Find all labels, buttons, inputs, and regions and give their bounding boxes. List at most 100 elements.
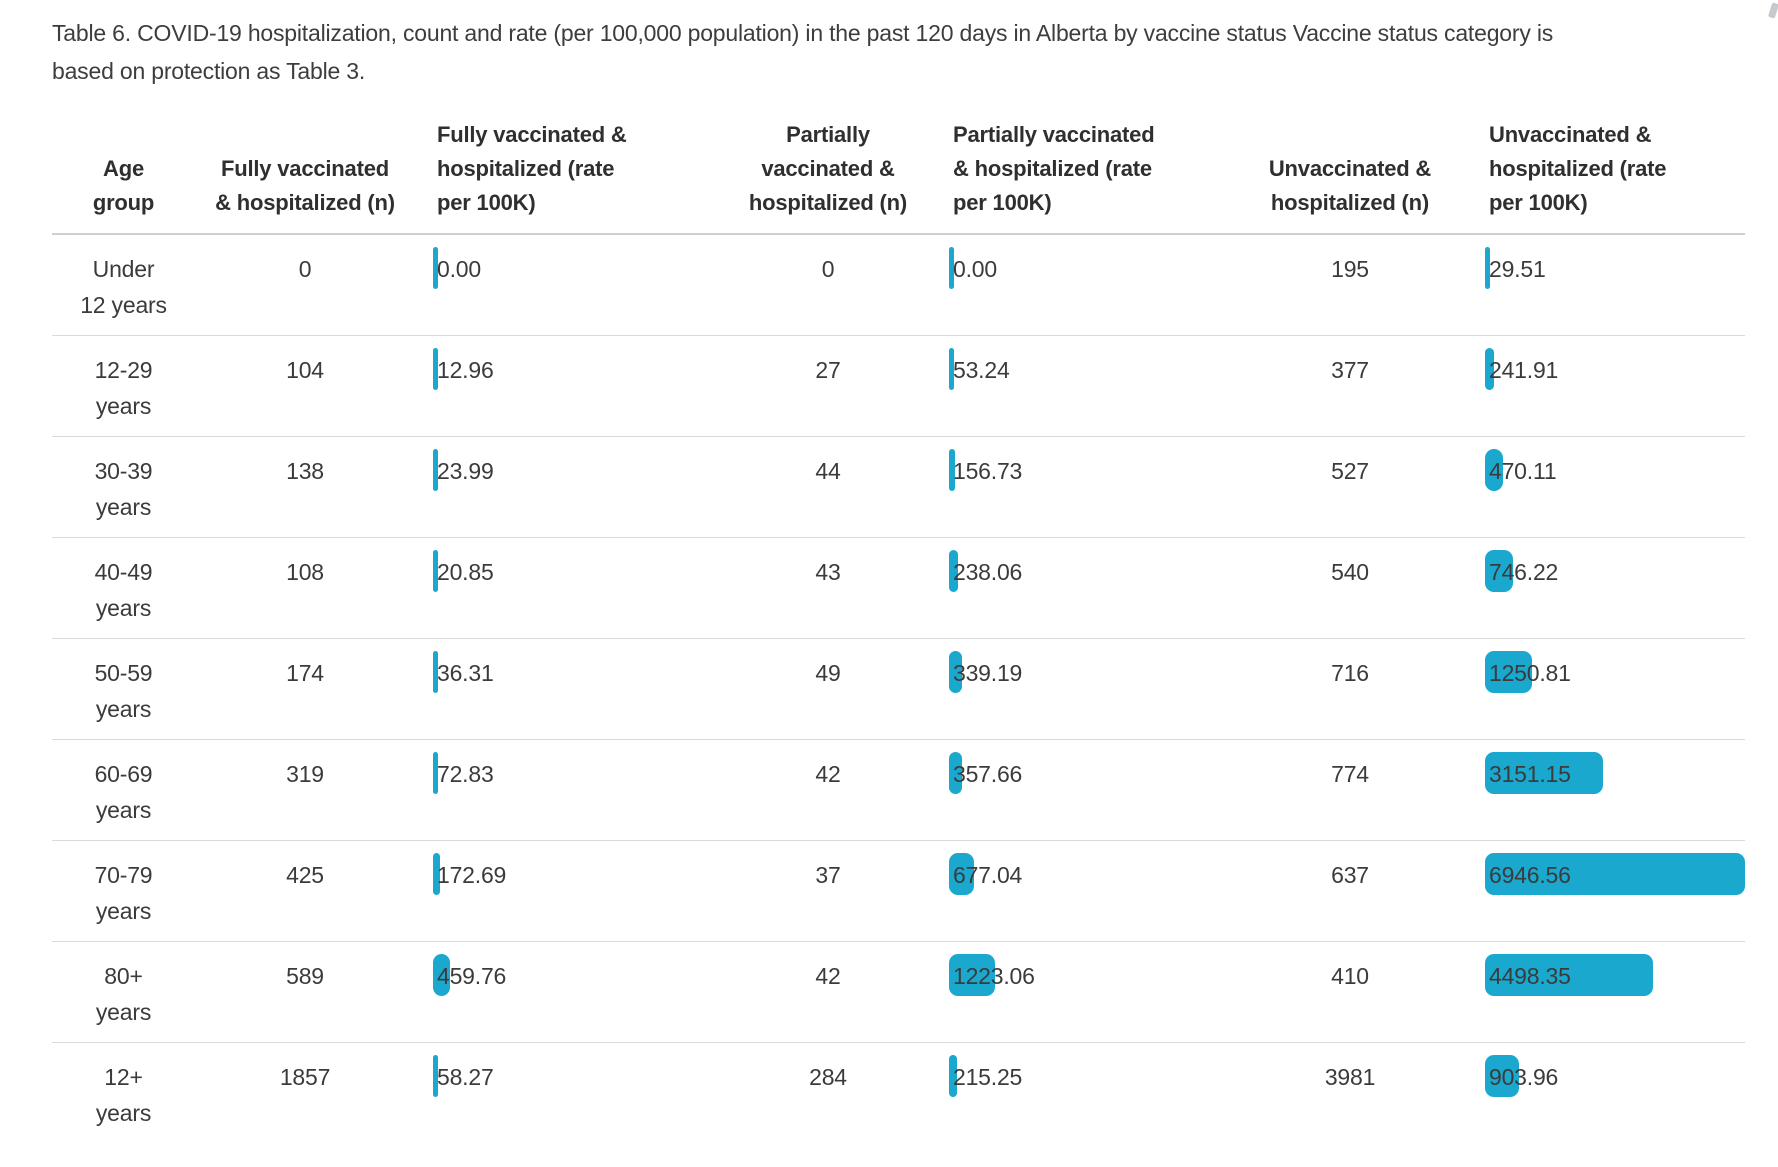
fully-vaccinated-count-cell: 108: [286, 559, 324, 585]
partially-vaccinated-rate-cell: 215.25: [946, 1043, 1240, 1144]
fully-vaccinated-count-cell: 589: [286, 963, 324, 989]
unvaccinated-count-cell: 637: [1331, 862, 1369, 888]
fully-vaccinated-rate-data-bar: [433, 449, 438, 491]
unvaccinated-rate-cell: 29.51: [1460, 235, 1745, 335]
fully-vaccinated-count-cell: 0: [298, 256, 312, 282]
table-header-row: Age group Fully vaccinated & hospitalize…: [52, 102, 1745, 235]
fully-vaccinated-rate-data-bar: [433, 853, 440, 895]
unvaccinated-rate-cell: 6946.56: [1460, 841, 1745, 941]
partially-vaccinated-rate-data-bar: [949, 1055, 958, 1097]
column-header-age-group: Age group: [92, 156, 155, 215]
unvaccinated-rate-data-bar: [1485, 247, 1490, 289]
column-header-fully-vaccinated-rate: Fully vaccinated & hospitalized (rate pe…: [437, 122, 627, 215]
age-group-cell: Under 12 years: [52, 235, 195, 335]
partially-vaccinated-rate-cell: 156.73: [946, 437, 1240, 537]
fully-vaccinated-rate-cell: 36.31: [415, 639, 710, 739]
age-group-line-2: years: [95, 696, 152, 722]
age-group-line-2: years: [95, 898, 152, 924]
partially-vaccinated-rate-data-bar: [949, 247, 954, 289]
unvaccinated-rate-data-bar: [1485, 651, 1532, 693]
partially-vaccinated-rate-data-bar: [949, 550, 958, 592]
table-row: 50-59 years 174 36.31 49 339.19 716 1250…: [52, 639, 1745, 740]
unvaccinated-rate-cell: 746.22: [1460, 538, 1745, 638]
table-caption: Table 6. COVID-19 hospitalization, count…: [52, 14, 1742, 90]
fully-vaccinated-rate-value: 20.85: [437, 559, 494, 585]
partially-vaccinated-rate-cell: 53.24: [946, 336, 1240, 436]
unvaccinated-rate-data-bar: [1485, 449, 1503, 491]
age-group-cell: 30-39 years: [52, 437, 195, 537]
partially-vaccinated-rate-data-bar: [949, 651, 962, 693]
age-group-line-2: years: [95, 999, 152, 1025]
fully-vaccinated-rate-data-bar: [433, 348, 438, 390]
fully-vaccinated-rate-cell: 12.96: [415, 336, 710, 436]
column-header-partially-vaccinated-rate: Partially vaccinated & hospitalized (rat…: [953, 122, 1155, 215]
age-group-line-2: years: [95, 1100, 152, 1126]
partially-vaccinated-count-cell: 42: [815, 761, 841, 787]
age-group-line-2: years: [95, 494, 152, 520]
unvaccinated-rate-data-bar: [1485, 1055, 1519, 1097]
screen-edge-artifact: [1767, 2, 1778, 19]
fully-vaccinated-rate-data-bar: [433, 954, 451, 996]
hospitalization-table: Age group Fully vaccinated & hospitalize…: [52, 102, 1745, 1144]
fully-vaccinated-rate-cell: 58.27: [415, 1043, 710, 1144]
fully-vaccinated-rate-value: 72.83: [437, 761, 494, 787]
unvaccinated-count-cell: 716: [1331, 660, 1369, 686]
table-row: 40-49 years 108 20.85 43 238.06 540 746.…: [52, 538, 1745, 639]
partially-vaccinated-rate-data-bar: [949, 954, 995, 996]
age-group-line-2: years: [95, 797, 152, 823]
fully-vaccinated-count-cell: 104: [286, 357, 324, 383]
age-group-line-1: 12-29: [94, 357, 153, 383]
partially-vaccinated-count-cell: 42: [815, 963, 841, 989]
age-group-line-1: 12+: [104, 1064, 143, 1090]
partially-vaccinated-count-cell: 37: [815, 862, 841, 888]
table-body: Under 12 years 0 0.00 0 0.00 195 29.51 1…: [52, 235, 1745, 1144]
unvaccinated-rate-data-bar: [1485, 550, 1513, 592]
age-group-cell: 70-79 years: [52, 841, 195, 941]
age-group-line-1: 50-59: [94, 660, 153, 686]
unvaccinated-rate-cell: 903.96: [1460, 1043, 1745, 1144]
partially-vaccinated-rate-value: 53.24: [953, 357, 1010, 383]
fully-vaccinated-rate-value: 12.96: [437, 357, 494, 383]
table-row: 80+ years 589 459.76 42 1223.06 410 4498…: [52, 942, 1745, 1043]
unvaccinated-rate-value: 903.96: [1489, 1064, 1559, 1090]
table-row: 12-29 years 104 12.96 27 53.24 377 241.9…: [52, 336, 1745, 437]
age-group-line-1: 80+: [104, 963, 143, 989]
unvaccinated-rate-value: 241.91: [1489, 357, 1559, 383]
unvaccinated-rate-cell: 470.11: [1460, 437, 1745, 537]
partially-vaccinated-rate-data-bar: [949, 752, 963, 794]
unvaccinated-rate-value: 6946.56: [1489, 862, 1571, 888]
unvaccinated-rate-cell: 3151.15: [1460, 740, 1745, 840]
partially-vaccinated-rate-cell: 677.04: [946, 841, 1240, 941]
fully-vaccinated-count-cell: 174: [286, 660, 324, 686]
partially-vaccinated-rate-value: 238.06: [953, 559, 1023, 585]
partially-vaccinated-count-cell: 49: [815, 660, 841, 686]
unvaccinated-rate-data-bar: [1485, 752, 1603, 794]
fully-vaccinated-rate-value: 459.76: [437, 963, 507, 989]
unvaccinated-count-cell: 540: [1331, 559, 1369, 585]
partially-vaccinated-rate-data-bar: [949, 853, 975, 895]
partially-vaccinated-count-cell: 0: [821, 256, 835, 282]
fully-vaccinated-rate-value: 23.99: [437, 458, 494, 484]
fully-vaccinated-rate-cell: 459.76: [415, 942, 710, 1042]
fully-vaccinated-rate-cell: 72.83: [415, 740, 710, 840]
unvaccinated-rate-cell: 241.91: [1460, 336, 1745, 436]
partially-vaccinated-count-cell: 27: [815, 357, 841, 383]
age-group-line-1: 40-49: [94, 559, 153, 585]
fully-vaccinated-rate-cell: 20.85: [415, 538, 710, 638]
table-row: 30-39 years 138 23.99 44 156.73 527 470.…: [52, 437, 1745, 538]
partially-vaccinated-rate-cell: 339.19: [946, 639, 1240, 739]
age-group-line-1: 70-79: [94, 862, 153, 888]
unvaccinated-rate-data-bar: [1485, 348, 1495, 390]
unvaccinated-count-cell: 774: [1331, 761, 1369, 787]
column-header-unvaccinated-rate: Unvaccinated & hospitalized (rate per 10…: [1489, 122, 1667, 215]
column-header-fully-vaccinated-count: Fully vaccinated & hospitalized (n): [215, 156, 395, 215]
age-group-cell: 12-29 years: [52, 336, 195, 436]
age-group-line-2: years: [95, 393, 152, 419]
unvaccinated-count-cell: 377: [1331, 357, 1369, 383]
unvaccinated-rate-value: 470.11: [1489, 458, 1557, 484]
age-group-line-2: 12 years: [80, 292, 167, 318]
partially-vaccinated-rate-value: 677.04: [953, 862, 1023, 888]
unvaccinated-count-cell: 527: [1331, 458, 1369, 484]
partially-vaccinated-rate-value: 215.25: [953, 1064, 1023, 1090]
